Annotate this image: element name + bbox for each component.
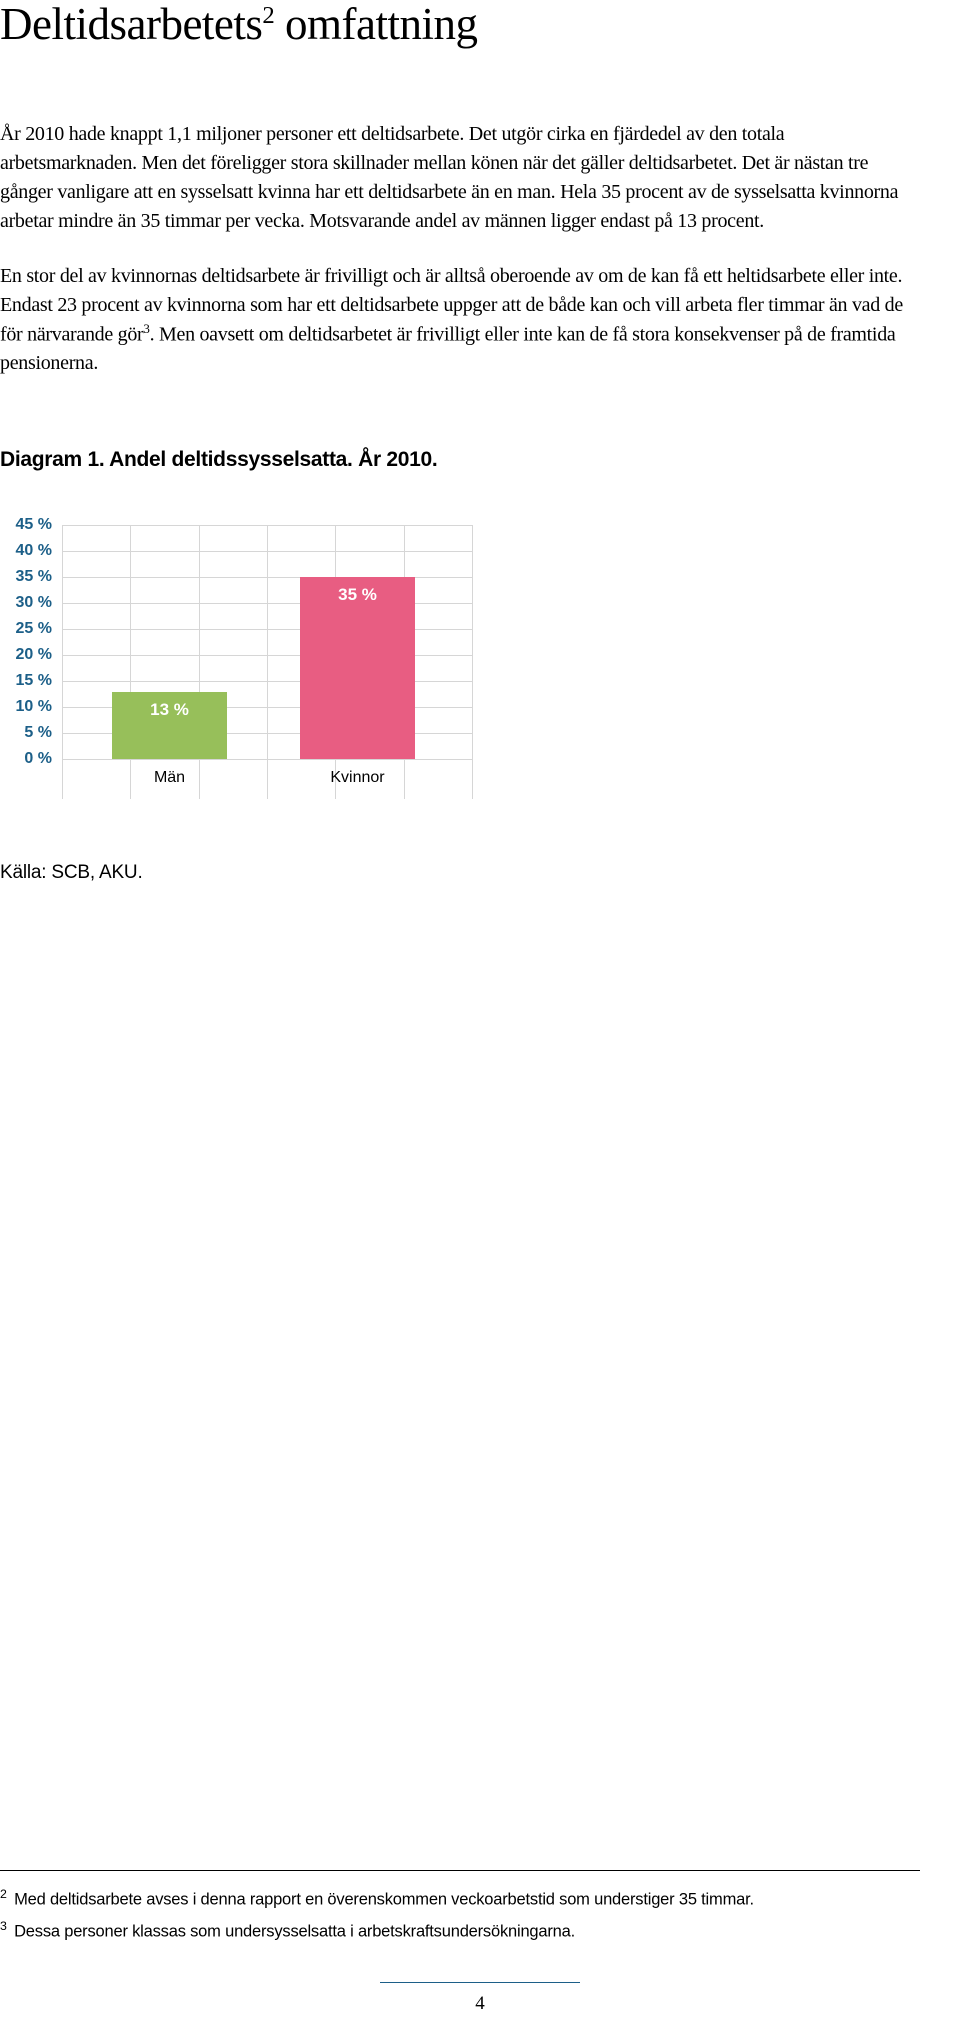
chart-y-tick: 10 % (0, 694, 58, 720)
chart-y-axis: 45 %40 %35 %30 %25 %20 %15 %10 %5 %0 % (0, 512, 58, 772)
footnote-3: 3 Dessa personer klassas som undersyssel… (0, 1917, 920, 1945)
chart-source: Källa: SCB, AKU. (0, 862, 920, 884)
chart-y-tick: 35 % (0, 564, 58, 590)
footnote-2: 2 Med deltidsarbete avses i denna rappor… (0, 1885, 920, 1913)
chart-bar: 13 % (112, 692, 227, 760)
page-number-value: 4 (475, 1993, 485, 2014)
page-title: Deltidsarbetets2 omfattning (0, 0, 920, 50)
title-pre: Deltidsarbetets (0, 0, 262, 49)
chart-x-label: Kvinnor (300, 769, 415, 787)
chart-y-tick: 15 % (0, 668, 58, 694)
chart-x-label: Män (112, 769, 227, 787)
footnote-2-text: Med deltidsarbete avses i denna rapport … (10, 1891, 754, 1909)
paragraph-2: En stor del av kvinnornas deltidsarbete … (0, 262, 920, 379)
title-footnote-ref: 2 (262, 2, 274, 29)
chart-bar-value-label: 35 % (300, 585, 415, 605)
footnotes: 2 Med deltidsarbete avses i denna rappor… (0, 1870, 920, 1949)
chart-gridline-v (62, 525, 63, 799)
footnote-3-text: Dessa personer klassas som undersysselsa… (10, 1923, 575, 1941)
bar-chart: 45 %40 %35 %30 %25 %20 %15 %10 %5 %0 % 1… (0, 512, 480, 802)
chart-y-tick: 5 % (0, 720, 58, 746)
footnote-3-marker: 3 (0, 1919, 7, 1933)
chart-bar: 35 % (300, 577, 415, 759)
paragraph-1: År 2010 hade knappt 1,1 miljoner persone… (0, 120, 920, 236)
page-number: 4 (0, 1982, 960, 2015)
title-post: omfattning (274, 0, 477, 49)
chart-y-tick: 30 % (0, 590, 58, 616)
chart-y-tick: 20 % (0, 642, 58, 668)
chart-gridline-v (472, 525, 473, 799)
chart-y-tick: 40 % (0, 538, 58, 564)
chart-bar-value-label: 13 % (112, 700, 227, 720)
footnote-2-marker: 2 (0, 1887, 7, 1901)
chart-plot-area: 13 %Män35 %Kvinnor (62, 525, 472, 759)
page-number-rule (380, 1982, 580, 1983)
chart-gridline-v (267, 525, 268, 799)
chart-y-tick: 45 % (0, 512, 58, 538)
chart-y-tick: 0 % (0, 746, 58, 772)
diagram-title: Diagram 1. Andel deltidssysselsatta. År … (0, 448, 920, 472)
chart-y-tick: 25 % (0, 616, 58, 642)
